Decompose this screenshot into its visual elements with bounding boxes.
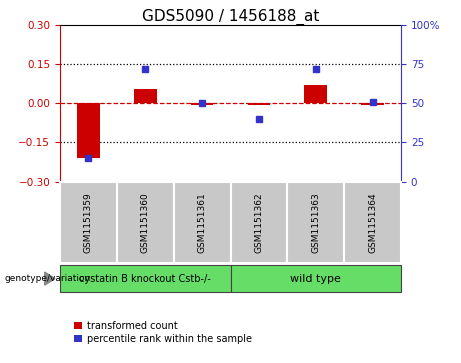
- Bar: [60, 265, 230, 292]
- Text: cystatin B knockout Cstb-/-: cystatin B knockout Cstb-/-: [79, 274, 211, 284]
- Bar: [191, 103, 213, 105]
- Bar: [304, 85, 327, 103]
- Polygon shape: [45, 272, 55, 285]
- Bar: [134, 89, 157, 103]
- Bar: [361, 103, 384, 105]
- Text: GSM1151359: GSM1151359: [84, 192, 93, 253]
- Bar: [230, 182, 287, 263]
- Bar: [230, 265, 401, 292]
- Bar: [344, 182, 401, 263]
- Bar: [248, 103, 270, 105]
- Bar: [287, 182, 344, 263]
- Text: GSM1151364: GSM1151364: [368, 192, 377, 253]
- Text: GSM1151363: GSM1151363: [311, 192, 320, 253]
- Bar: [117, 182, 174, 263]
- Legend: transformed count, percentile rank within the sample: transformed count, percentile rank withi…: [74, 321, 252, 344]
- Text: wild type: wild type: [290, 274, 341, 284]
- Text: GSM1151361: GSM1151361: [198, 192, 207, 253]
- Bar: [60, 182, 117, 263]
- Title: GDS5090 / 1456188_at: GDS5090 / 1456188_at: [142, 9, 319, 25]
- Text: GSM1151360: GSM1151360: [141, 192, 150, 253]
- Bar: [174, 182, 230, 263]
- Text: genotype/variation: genotype/variation: [5, 274, 91, 283]
- Text: GSM1151362: GSM1151362: [254, 192, 263, 253]
- Bar: [77, 103, 100, 158]
